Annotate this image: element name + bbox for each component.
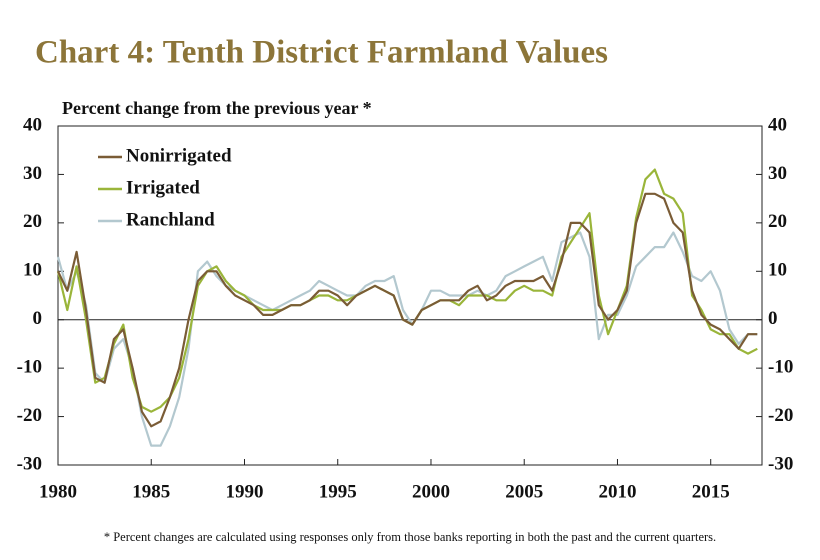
- legend-label: Nonirrigated: [126, 145, 232, 166]
- x-tick-label: 1995: [319, 481, 357, 502]
- legend-label: Ranchland: [126, 209, 215, 230]
- x-tick-label: 2015: [692, 481, 730, 502]
- y2-tick-label: 30: [768, 163, 787, 184]
- y2-tick-label: 0: [768, 308, 778, 329]
- y-tick-label: 10: [23, 260, 42, 281]
- series-line: [56, 231, 758, 447]
- y-tick-label: 30: [23, 163, 42, 184]
- y2-tick-label: -20: [768, 405, 793, 426]
- x-tick-label: 2000: [412, 481, 450, 502]
- y2-tick-label: 40: [768, 114, 787, 135]
- y-tick-label: -10: [17, 357, 42, 378]
- y-tick-label: -30: [17, 453, 42, 474]
- y2-tick-label: -30: [768, 453, 793, 474]
- x-tick-label: 2010: [598, 481, 636, 502]
- y-tick-label: 0: [33, 308, 43, 329]
- y2-tick-label: 10: [768, 260, 787, 281]
- y2-tick-label: -10: [768, 357, 793, 378]
- y2-tick-label: 20: [768, 211, 787, 232]
- y-tick-label: 40: [23, 114, 42, 135]
- x-tick-label: 1990: [225, 481, 263, 502]
- series-line: [57, 192, 758, 428]
- x-tick-label: 1985: [132, 481, 170, 502]
- y-tick-label: -20: [17, 405, 42, 426]
- x-tick-label: 1980: [39, 481, 77, 502]
- y-tick-label: 20: [23, 211, 42, 232]
- footnote: * Percent changes are calculated using r…: [104, 530, 716, 544]
- x-tick-label: 2005: [505, 481, 543, 502]
- legend-label: Irrigated: [126, 177, 200, 198]
- chart-title: Chart 4: Tenth District Farmland Values: [35, 35, 608, 71]
- y-axis-label: Percent change from the previous year *: [62, 98, 372, 118]
- series-line: [56, 168, 758, 413]
- plot-frame: [57, 125, 763, 466]
